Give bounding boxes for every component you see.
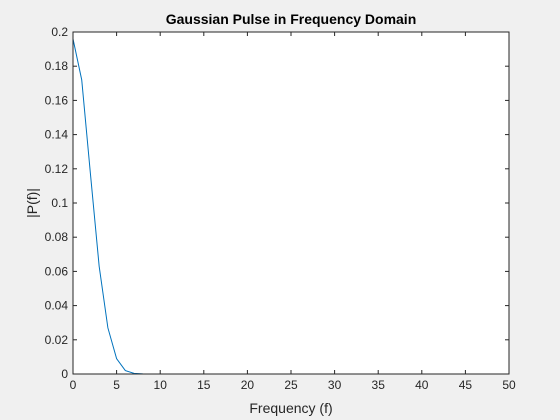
x-tick-label: 40 [415,378,429,392]
x-tick-label: 30 [328,378,342,392]
y-tick-label: 0.08 [45,230,69,244]
x-tick-label: 35 [372,378,386,392]
y-tick-label: 0.02 [45,333,69,347]
x-axis-label: Frequency (f) [249,400,332,416]
axes-background [73,32,509,374]
y-tick-label: 0.16 [45,93,69,107]
x-tick-label: 20 [241,378,255,392]
y-tick-label: 0.1 [51,196,68,210]
x-tick-label: 10 [154,378,168,392]
x-tick-label: 50 [502,378,516,392]
y-tick-label: 0.12 [45,162,69,176]
x-tick-label: 15 [197,378,211,392]
y-tick-label: 0.2 [51,25,68,39]
y-tick-label: 0.14 [45,128,69,142]
x-tick-label: 25 [284,378,298,392]
x-tick-label: 0 [70,378,77,392]
x-tick-label: 5 [113,378,120,392]
x-tick-label: 45 [459,378,473,392]
y-axis-label: |P(f)| [24,188,40,218]
y-tick-label: 0.18 [45,59,69,73]
axes-box [72,31,510,375]
chart-title: Gaussian Pulse in Frequency Domain [166,11,417,27]
y-tick-label: 0.04 [45,299,69,313]
y-tick-label: 0.06 [45,264,69,278]
y-tick-label: 0 [61,367,68,381]
tick-labels: 0 5 10 15 20 25 30 35 40 45 50 0 0.02 0.04 0.06 0.08 0.1… [45,25,516,392]
